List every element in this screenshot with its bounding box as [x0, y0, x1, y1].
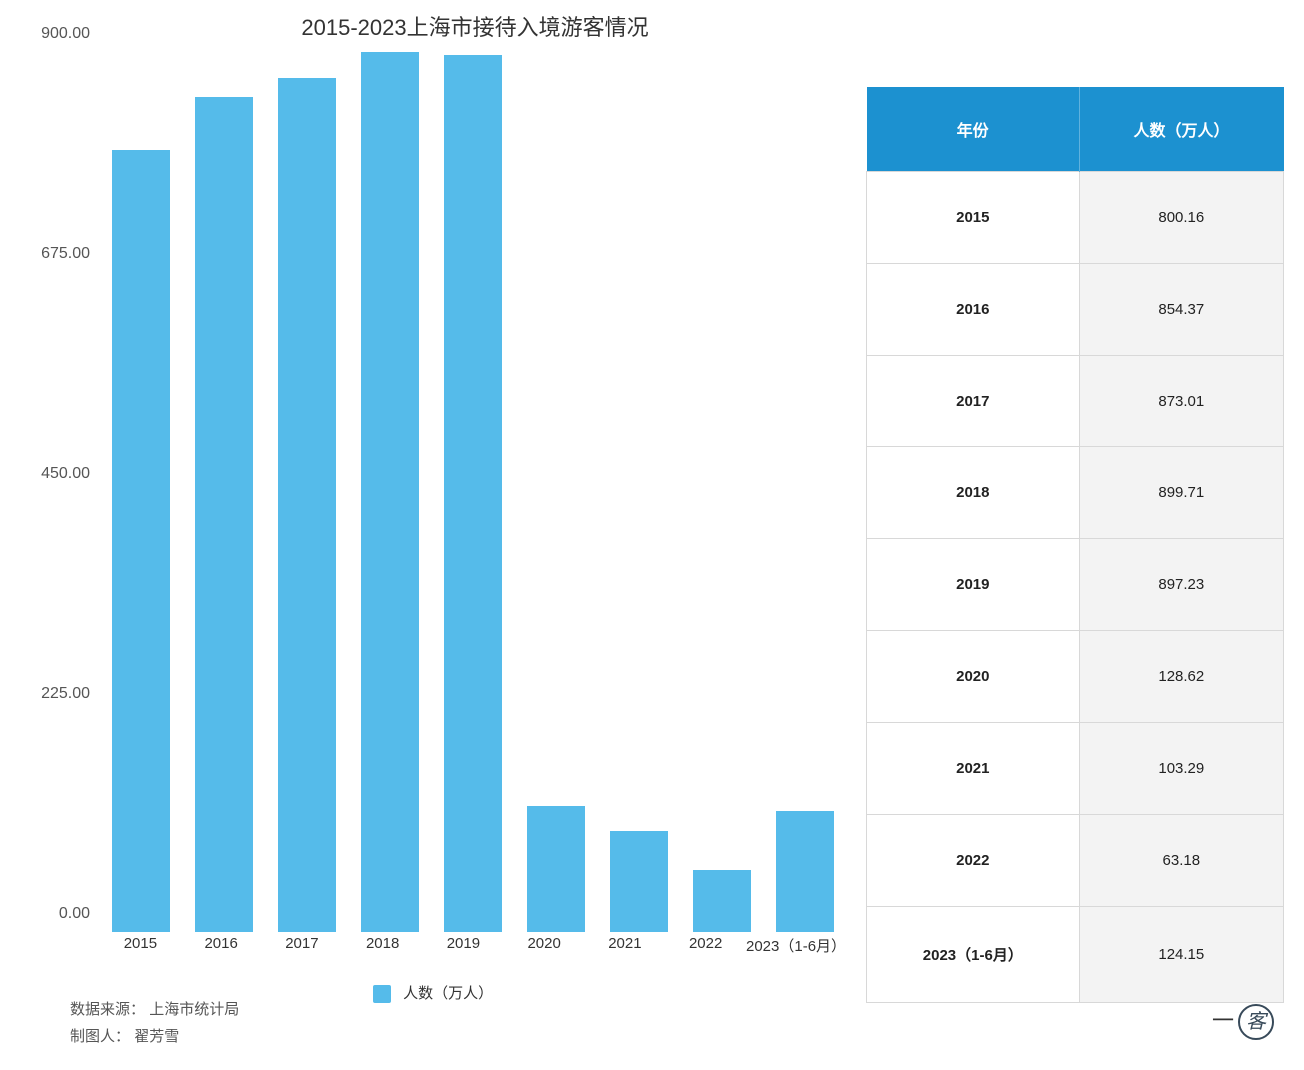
bar-slot [597, 52, 680, 932]
bar [278, 78, 336, 932]
x-tick: 2017 [262, 935, 343, 956]
table-cell: 103.29 [1079, 722, 1283, 814]
bar [361, 52, 419, 932]
watermark-stamp-icon: 客 [1238, 1004, 1274, 1040]
chart-plot: 0.00225.00450.00675.00900.00 20152016201… [20, 52, 846, 932]
table-cell: 128.62 [1079, 631, 1283, 723]
data-table: 年份人数（万人） 2015800.162016854.372017873.012… [866, 87, 1284, 1003]
bars-container [100, 52, 846, 932]
footer-credits: 数据来源： 上海市统计局 制图人： 翟芳雪 [70, 996, 239, 1050]
main-container: 0.00225.00450.00675.00900.00 20152016201… [0, 42, 1304, 1003]
x-tick: 2023（1-6月） [746, 935, 846, 956]
bar [527, 806, 585, 932]
chart-title: 2015-2023上海市接待入境游客情况 [60, 0, 890, 42]
bar-slot [763, 52, 846, 932]
bar-slot [514, 52, 597, 932]
table-cell: 2020 [867, 631, 1080, 723]
bar [776, 811, 834, 932]
table-cell: 63.18 [1079, 814, 1283, 906]
y-tick: 225.00 [41, 685, 90, 703]
watermark-text: 一 [1212, 1008, 1234, 1033]
table-row: 2017873.01 [867, 355, 1284, 447]
table-cell: 2022 [867, 814, 1080, 906]
bar [195, 97, 253, 932]
table-row: 2016854.37 [867, 263, 1284, 355]
table-cell: 2015 [867, 172, 1080, 264]
table-cell: 854.37 [1079, 263, 1283, 355]
bar [610, 831, 668, 932]
x-tick: 2022 [665, 935, 746, 956]
legend-label: 人数（万人） [403, 985, 493, 1002]
plot-inner [100, 52, 846, 932]
table-row: 2023（1-6月）124.15 [867, 906, 1284, 1002]
x-tick: 2021 [585, 935, 666, 956]
x-tick: 2018 [342, 935, 423, 956]
table-header-cell: 年份 [867, 87, 1080, 172]
x-tick: 2016 [181, 935, 262, 956]
table-cell: 873.01 [1079, 355, 1283, 447]
table-header-row: 年份人数（万人） [867, 87, 1284, 172]
legend-swatch [373, 985, 391, 1003]
table-cell: 899.71 [1079, 447, 1283, 539]
bar [444, 55, 502, 932]
bar-slot [183, 52, 266, 932]
table-row: 2019897.23 [867, 539, 1284, 631]
source-label: 数据来源： [70, 1001, 145, 1018]
y-tick: 675.00 [41, 245, 90, 263]
table-cell: 2021 [867, 722, 1080, 814]
table-cell: 2016 [867, 263, 1080, 355]
x-tick: 2020 [504, 935, 585, 956]
chart-area: 0.00225.00450.00675.00900.00 20152016201… [20, 42, 846, 1003]
bar-slot [432, 52, 515, 932]
table-header-cell: 人数（万人） [1079, 87, 1283, 172]
table-row: 2015800.16 [867, 172, 1284, 264]
x-tick: 2015 [100, 935, 181, 956]
table-cell: 800.16 [1079, 172, 1283, 264]
x-tick: 2019 [423, 935, 504, 956]
bar-slot [266, 52, 349, 932]
author-label: 制图人： [70, 1028, 130, 1045]
table-row: 2020128.62 [867, 631, 1284, 723]
y-axis: 0.00225.00450.00675.00900.00 [20, 52, 100, 932]
table-body: 2015800.162016854.372017873.012018899.71… [867, 172, 1284, 1003]
table-cell: 897.23 [1079, 539, 1283, 631]
bar-slot [680, 52, 763, 932]
table-row: 202263.18 [867, 814, 1284, 906]
bar-slot [100, 52, 183, 932]
table-cell: 2023（1-6月） [867, 906, 1080, 1002]
y-tick: 900.00 [41, 25, 90, 43]
table-cell: 2018 [867, 447, 1080, 539]
y-tick: 450.00 [41, 465, 90, 483]
table-cell: 124.15 [1079, 906, 1283, 1002]
x-axis: 201520162017201820192020202120222023（1-6… [100, 935, 846, 956]
bar [112, 150, 170, 932]
source-value: 上海市统计局 [149, 1001, 239, 1018]
bar [693, 870, 751, 932]
bar-slot [349, 52, 432, 932]
table-cell: 2017 [867, 355, 1080, 447]
table-cell: 2019 [867, 539, 1080, 631]
y-tick: 0.00 [59, 905, 90, 923]
watermark: 一客 [1212, 1003, 1274, 1040]
author-value: 翟芳雪 [134, 1028, 179, 1045]
table-row: 2018899.71 [867, 447, 1284, 539]
table-row: 2021103.29 [867, 722, 1284, 814]
